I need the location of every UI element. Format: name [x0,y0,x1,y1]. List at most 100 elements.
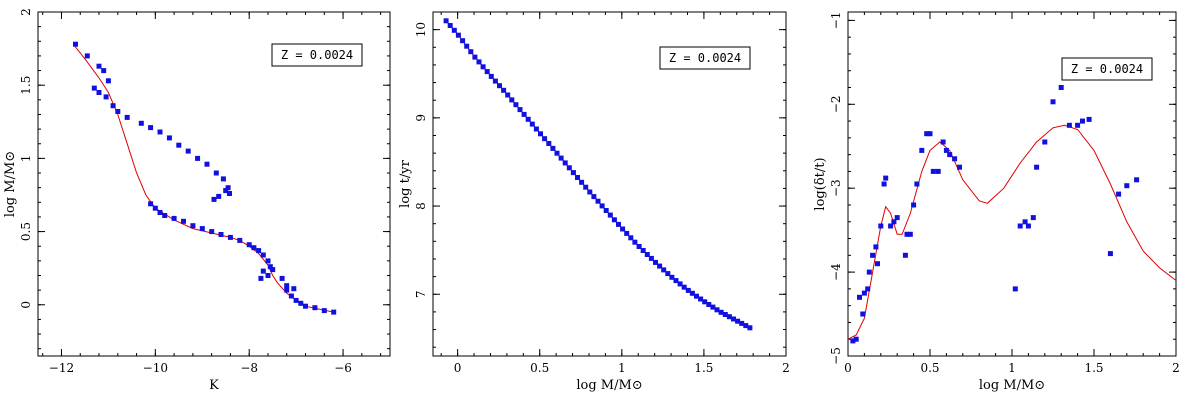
data-point [616,221,621,227]
data-point [265,273,271,278]
data-point [579,179,585,185]
data-point [101,68,107,74]
data-point [298,300,304,306]
data-point [661,267,667,273]
data-point [204,161,210,167]
data-point [260,268,266,274]
x-tick-label: 0.5 [530,361,549,375]
data-point [460,38,466,44]
y-axis-label: log t/yr [398,159,413,207]
data-point [148,125,154,131]
y-tick-label: 1 [19,155,33,163]
data-point [924,131,930,137]
legend-box [659,46,751,70]
legend-label: Z = 0.0024 [1071,62,1143,76]
data-point [103,94,109,100]
data-point [220,176,226,182]
x-tick-label: 2 [782,361,790,375]
x-tick-label: 1.5 [694,361,713,375]
data-point [891,219,897,225]
data-point [861,290,867,296]
data-point [644,252,650,257]
x-axis-label: log M/M⊙ [576,378,642,393]
data-point [152,205,158,211]
data-point [911,202,917,208]
data-point [718,309,724,315]
data-point [270,267,276,273]
data-point [209,229,215,235]
plot-area [72,41,337,315]
data-point [246,242,252,248]
data-point [237,237,243,243]
data-point [265,258,271,264]
data-point [279,275,285,281]
data-point [216,193,222,199]
data-point [665,271,671,277]
data-point [747,325,753,331]
data-point [653,259,658,265]
data-point [878,223,884,229]
data-point [739,320,745,326]
data-point [157,210,163,215]
data-point [853,336,859,342]
data-point [124,114,130,120]
data-point [694,293,699,299]
plot-frame [432,11,787,357]
plot-area [848,85,1176,344]
data-point [550,145,556,151]
data-point [919,147,925,153]
data-point [875,261,880,267]
data-point [714,307,720,313]
data-point [211,196,217,202]
data-point [451,27,457,33]
data-point [455,32,461,38]
data-point [1134,177,1140,183]
x-tick-label: 1 [618,361,626,375]
data-point [677,281,683,287]
data-point [542,136,548,142]
y-tick-label: −1 [829,12,843,30]
fit-curve [848,124,1176,340]
data-point [258,275,264,281]
data-point [1030,215,1036,221]
data-point [632,239,638,245]
data-point [291,286,297,292]
y-tick-label: 0.5 [19,222,33,241]
data-point [105,78,111,84]
data-point [881,181,887,187]
data-point [501,87,507,93]
fit-curve [72,43,334,313]
y-tick-label: 8 [414,202,428,210]
legend-label: Z = 0.0024 [669,51,741,65]
data-point [710,304,716,310]
y-tick-label: −5 [829,347,843,365]
data-point [575,175,580,180]
data-point [546,141,552,146]
data-point [84,53,90,59]
data-point [685,287,691,293]
data-point [620,226,626,232]
data-point [935,168,941,174]
y-tick-label: −4 [829,263,843,281]
data-point [947,152,953,158]
data-point [138,120,144,126]
data-point [497,83,502,89]
data-point [1066,122,1072,128]
data-point [904,231,910,237]
data-point [472,54,478,60]
data-point [857,294,862,300]
x-tick-label: 2 [1172,361,1180,375]
data-point [312,305,318,311]
x-axis-label: log M/M⊙ [979,378,1045,393]
data-point [1050,99,1056,105]
data-point [538,131,543,137]
data-point [628,235,634,241]
data-point [331,309,337,315]
data-point [894,215,900,221]
y-axis-label: log(δt/t) [813,157,828,210]
data-point [91,85,97,91]
y-tick-label: 1.5 [19,76,33,95]
data-point [583,184,589,190]
data-point [529,121,535,127]
data-point [303,303,308,309]
